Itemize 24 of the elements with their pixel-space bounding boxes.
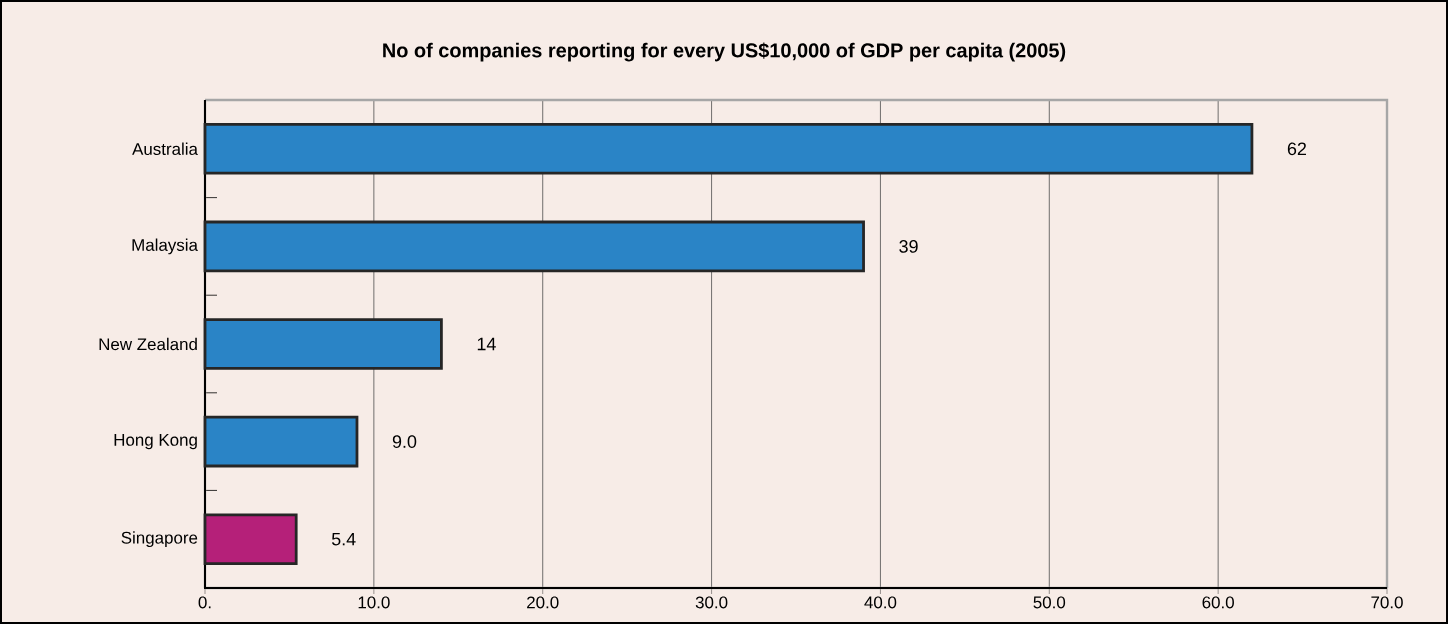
data-label: 9.0 [392, 435, 417, 448]
data-label: 14 [477, 337, 496, 351]
bar [203, 415, 359, 468]
y-tick-label: Singapore [121, 531, 198, 548]
x-tick-label: 30.0 [695, 596, 728, 609]
bar [203, 513, 298, 566]
x-tick-label: 40.0 [864, 596, 897, 609]
bar [203, 220, 865, 273]
y-tick-label: Hong Kong [114, 434, 197, 450]
x-tick-label: 50.0 [1033, 596, 1066, 609]
y-tick-label: Australia [132, 142, 198, 156]
data-label: 39 [899, 240, 918, 253]
data-label: 5.4 [331, 532, 356, 546]
chart-title: No of companies reporting for every US$10,000 of GDP per capita (2005) [383, 42, 1066, 62]
y-tick-label: New Zealand [99, 337, 197, 351]
x-tick-label: 10.0 [358, 596, 390, 609]
x-tick-label: 60.0 [1202, 596, 1234, 609]
bar [203, 318, 443, 370]
y-tick-label: Malaysia [132, 238, 198, 255]
x-tick-label: 20.0 [527, 596, 559, 609]
bar [203, 123, 1254, 175]
data-label: 62 [1287, 142, 1306, 156]
x-tick-label: 70.0 [1371, 596, 1403, 609]
x-tick-label: 0. [198, 596, 211, 609]
